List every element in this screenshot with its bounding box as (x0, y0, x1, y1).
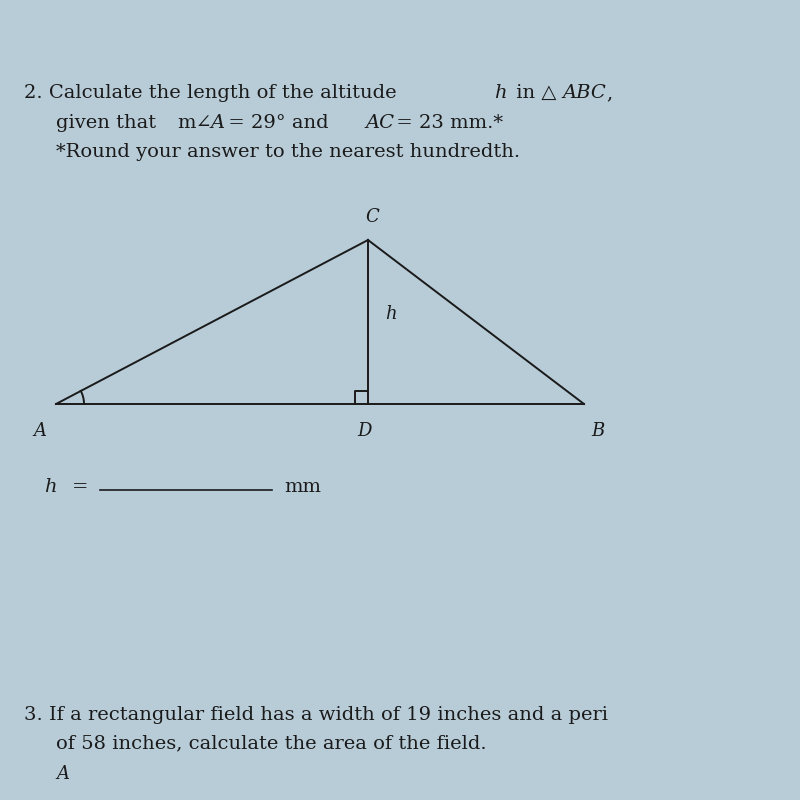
Text: mm: mm (284, 478, 321, 496)
Text: C: C (365, 208, 379, 226)
Text: = 23 mm.*: = 23 mm.* (390, 114, 503, 131)
Text: h: h (386, 305, 398, 323)
Text: h: h (44, 478, 57, 496)
Text: of 58 inches, calculate the area of the field.: of 58 inches, calculate the area of the … (56, 734, 486, 752)
Text: AC: AC (366, 114, 394, 131)
Text: ,: , (606, 84, 613, 102)
Text: *Round your answer to the nearest hundredth.: *Round your answer to the nearest hundre… (56, 143, 520, 162)
Text: D: D (357, 422, 371, 440)
Text: ABC: ABC (562, 84, 606, 102)
Text: m∠: m∠ (178, 114, 213, 131)
Text: = 29° and: = 29° and (222, 114, 335, 131)
Text: in △: in △ (510, 84, 557, 102)
Text: A: A (34, 422, 46, 440)
Text: 3. If a rectangular field has a width of 19 inches and a peri: 3. If a rectangular field has a width of… (24, 706, 608, 723)
Text: h: h (494, 84, 507, 102)
Text: A: A (210, 114, 225, 131)
Text: given that: given that (56, 114, 162, 131)
Text: 2. Calculate the length of the altitude: 2. Calculate the length of the altitude (24, 84, 403, 102)
Text: A: A (56, 765, 69, 782)
Text: B: B (592, 422, 605, 440)
Text: =: = (72, 478, 89, 496)
